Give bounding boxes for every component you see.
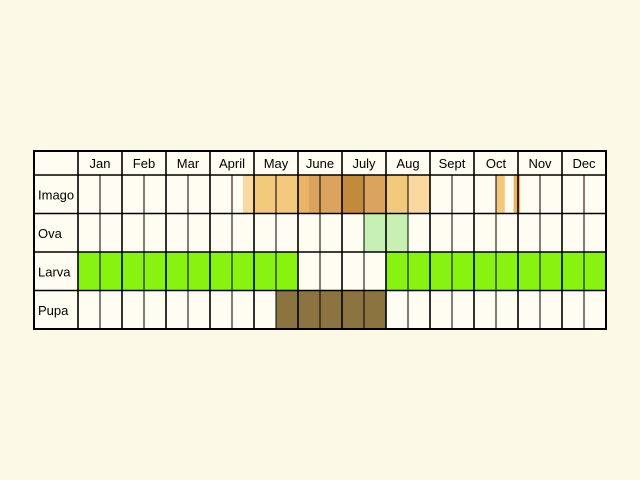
activity-bar-imago	[496, 175, 505, 214]
table-border	[33, 150, 607, 330]
month-label: June	[306, 156, 334, 171]
activity-bar-imago	[298, 175, 309, 214]
month-label: Dec	[572, 156, 596, 171]
activity-bar-imago	[408, 175, 430, 214]
stage-label-imago: Imago	[38, 187, 74, 202]
activity-bar-imago	[243, 175, 254, 214]
month-label: Sept	[439, 156, 466, 171]
activity-bar-ova	[364, 213, 386, 252]
activity-bar-imago	[309, 175, 342, 214]
calendar-grid	[33, 150, 607, 330]
stage-label-pupa: Pupa	[38, 303, 69, 318]
activity-bar-imago	[342, 175, 364, 214]
activity-bar-imago	[513, 175, 521, 214]
month-label: April	[219, 156, 245, 171]
month-label: Oct	[486, 156, 507, 171]
calendar-labels: Jan Feb Mar April May June July Aug Sept Oct Nov De…	[38, 156, 596, 318]
month-label: Aug	[396, 156, 419, 171]
activity-bar-ova	[386, 213, 408, 252]
stage-label-ova: Ova	[38, 226, 63, 241]
month-label: May	[264, 156, 289, 171]
activity-bar-imago	[364, 175, 386, 214]
month-label: Feb	[133, 156, 155, 171]
activity-bar-pupa	[276, 290, 386, 329]
month-label: Nov	[528, 156, 552, 171]
stage-label-larva: Larva	[38, 264, 71, 279]
month-label: Jan	[90, 156, 111, 171]
activity-bar-imago	[386, 175, 408, 214]
month-label: Mar	[177, 156, 200, 171]
month-label: July	[352, 156, 376, 171]
